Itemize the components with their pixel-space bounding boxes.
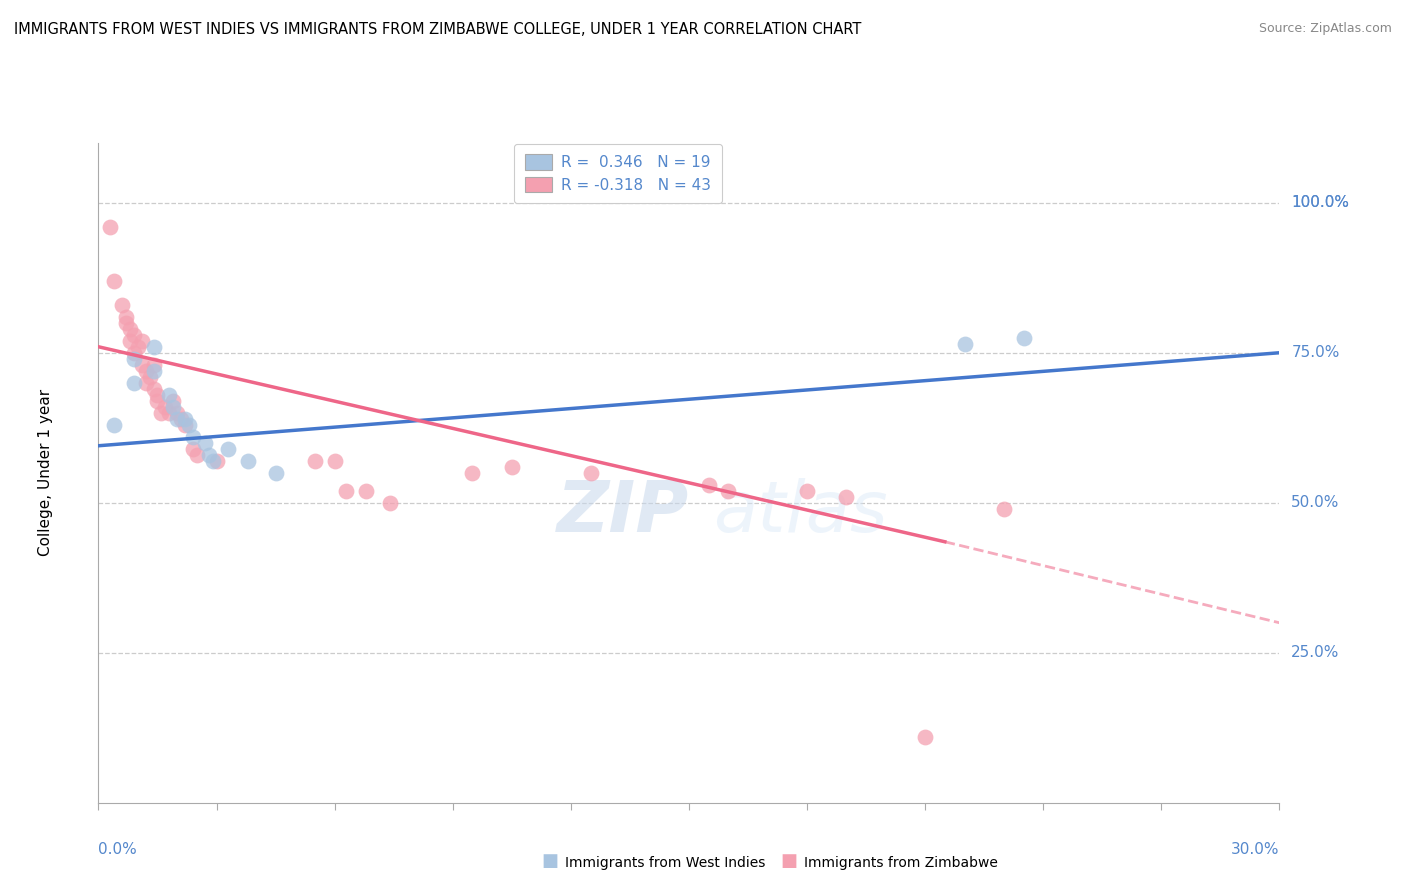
Point: [181, 430, 204, 444]
Point: [155, 400, 177, 414]
Point: [131, 358, 153, 372]
Point: [142, 340, 165, 354]
Point: [118, 322, 141, 336]
Text: 25.0%: 25.0%: [1291, 645, 1340, 660]
Point: [162, 400, 184, 414]
Point: [103, 274, 125, 288]
Point: [914, 730, 936, 744]
Point: [717, 483, 740, 498]
Point: [170, 411, 193, 425]
Point: [197, 448, 219, 462]
Text: Immigrants from Zimbabwe: Immigrants from Zimbabwe: [804, 855, 998, 870]
Point: [146, 388, 169, 402]
Text: 30.0%: 30.0%: [1232, 842, 1279, 857]
Point: [186, 448, 208, 462]
Point: [993, 501, 1015, 516]
Point: [146, 393, 169, 408]
Point: [378, 496, 401, 510]
Point: [122, 327, 145, 342]
Point: [138, 369, 160, 384]
Text: 75.0%: 75.0%: [1291, 345, 1340, 360]
Point: [135, 376, 157, 390]
Point: [122, 345, 145, 359]
Point: [304, 454, 326, 468]
Point: [142, 382, 165, 396]
Text: Source: ZipAtlas.com: Source: ZipAtlas.com: [1258, 22, 1392, 36]
Point: [264, 466, 287, 480]
Point: [157, 388, 180, 402]
Text: Immigrants from West Indies: Immigrants from West Indies: [565, 855, 766, 870]
Point: [181, 442, 204, 456]
Text: atlas: atlas: [713, 478, 887, 547]
Text: College, Under 1 year: College, Under 1 year: [38, 389, 53, 557]
Point: [115, 316, 138, 330]
Point: [111, 298, 134, 312]
Text: IMMIGRANTS FROM WEST INDIES VS IMMIGRANTS FROM ZIMBABWE COLLEGE, UNDER 1 YEAR CO: IMMIGRANTS FROM WEST INDIES VS IMMIGRANT…: [14, 22, 862, 37]
Point: [142, 358, 165, 372]
Point: [177, 417, 200, 432]
Point: [103, 417, 125, 432]
Point: [157, 406, 180, 420]
Point: [335, 483, 357, 498]
Text: ■: ■: [541, 852, 558, 870]
Point: [127, 340, 149, 354]
Point: [461, 466, 484, 480]
Point: [166, 411, 188, 425]
Text: 100.0%: 100.0%: [1291, 195, 1350, 211]
Point: [122, 376, 145, 390]
Point: [166, 406, 188, 420]
Point: [150, 406, 173, 420]
Point: [835, 490, 858, 504]
Text: 50.0%: 50.0%: [1291, 495, 1340, 510]
Point: [142, 364, 165, 378]
Point: [115, 310, 138, 324]
Point: [1012, 331, 1035, 345]
Legend: R =  0.346   N = 19, R = -0.318   N = 43: R = 0.346 N = 19, R = -0.318 N = 43: [515, 144, 723, 203]
Point: [236, 454, 259, 468]
Text: 0.0%: 0.0%: [98, 842, 138, 857]
Point: [174, 417, 197, 432]
Point: [205, 454, 228, 468]
Text: ■: ■: [780, 852, 797, 870]
Point: [953, 336, 976, 351]
Point: [122, 351, 145, 366]
Point: [135, 364, 157, 378]
Point: [118, 334, 141, 348]
Point: [697, 477, 720, 491]
Point: [501, 459, 523, 474]
Point: [131, 334, 153, 348]
Point: [174, 411, 197, 425]
Point: [162, 393, 184, 408]
Point: [323, 454, 346, 468]
Point: [217, 442, 239, 456]
Point: [579, 466, 602, 480]
Point: [354, 483, 377, 498]
Text: ZIP: ZIP: [557, 478, 689, 547]
Point: [796, 483, 818, 498]
Text: 100.0%: 100.0%: [1291, 195, 1350, 211]
Point: [98, 219, 121, 234]
Point: [201, 454, 224, 468]
Point: [194, 435, 217, 450]
